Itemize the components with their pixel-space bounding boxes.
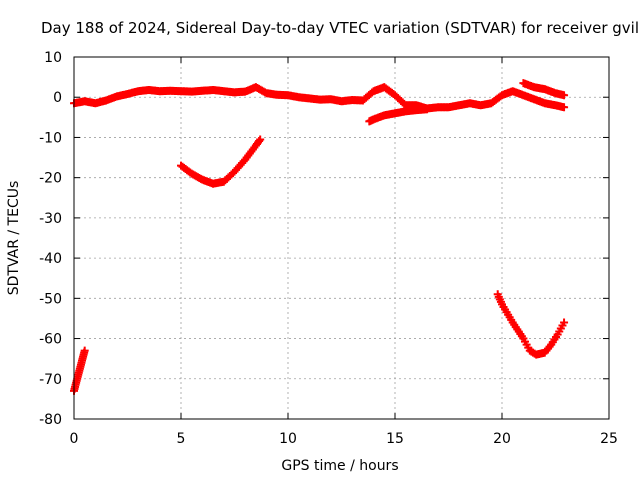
chart-title: Day 188 of 2024, Sidereal Day-to-day VTE…: [41, 19, 639, 37]
series-near-zero-band: [70, 83, 569, 113]
data-point: [560, 103, 569, 112]
grid-lines: [74, 57, 609, 419]
y-tick-label: -40: [39, 251, 62, 267]
data-point: [560, 91, 569, 100]
tick-labels: 0 5 10 15 20 25 10 0 -10 -20 -30 -40 -50 -60 -70 -80: [39, 50, 618, 447]
y-axis-label: SDTVAR / TECUs: [6, 181, 22, 296]
y-tick-label: 10: [44, 50, 62, 66]
x-tick-label: 15: [386, 431, 404, 447]
series-arc-20-23h: [493, 290, 569, 359]
series-lower-branch: [365, 105, 432, 126]
plot-frame: [73, 56, 610, 420]
series-start-segment: [70, 346, 89, 395]
series-arc-5-9h: [177, 135, 265, 188]
data-point: [560, 318, 569, 327]
data-point: [423, 105, 432, 114]
x-tick-label: 5: [177, 431, 186, 447]
y-tick-label: -20: [39, 171, 62, 187]
data-point: [80, 346, 89, 355]
y-tick-label: -60: [39, 332, 62, 348]
series-upper-branch: [519, 79, 569, 100]
x-tick-label: 20: [493, 431, 511, 447]
x-tick-label: 25: [600, 431, 618, 447]
y-tick-label: 0: [53, 90, 62, 106]
y-tick-label: -50: [39, 291, 62, 307]
data-point: [256, 135, 265, 144]
y-tick-label: -70: [39, 372, 62, 388]
y-tick-label: -80: [39, 412, 62, 428]
x-tick-label: 0: [70, 431, 79, 447]
y-tick-label: -10: [39, 130, 62, 146]
data-points: [70, 79, 569, 395]
x-tick-label: 10: [279, 431, 297, 447]
axis-ticks: [73, 56, 610, 420]
y-tick-label: -30: [39, 211, 62, 227]
data-point: [255, 136, 264, 145]
x-axis-label: GPS time / hours: [281, 458, 398, 474]
